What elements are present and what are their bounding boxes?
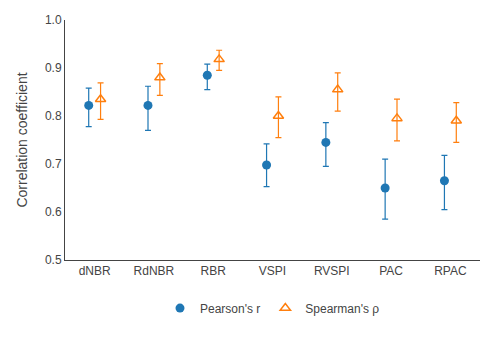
svg-text:Spearman's ρ: Spearman's ρ [305, 302, 379, 316]
svg-text:PAC: PAC [379, 264, 403, 278]
svg-text:VSPI: VSPI [259, 264, 286, 278]
svg-text:0.8: 0.8 [45, 109, 62, 123]
svg-text:0.9: 0.9 [45, 61, 62, 75]
svg-text:Pearson's r: Pearson's r [200, 302, 260, 316]
svg-text:0.5: 0.5 [45, 253, 62, 267]
svg-text:1.0: 1.0 [45, 13, 62, 27]
svg-text:RPAC: RPAC [434, 264, 467, 278]
svg-text:RdNBR: RdNBR [134, 264, 175, 278]
svg-text:dNBR: dNBR [79, 264, 111, 278]
svg-text:0.7: 0.7 [45, 157, 62, 171]
svg-text:RBR: RBR [201, 264, 227, 278]
svg-text:Correlation coefficient: Correlation coefficient [14, 72, 30, 207]
svg-text:0.6: 0.6 [45, 205, 62, 219]
svg-text:RVSPI: RVSPI [314, 264, 350, 278]
